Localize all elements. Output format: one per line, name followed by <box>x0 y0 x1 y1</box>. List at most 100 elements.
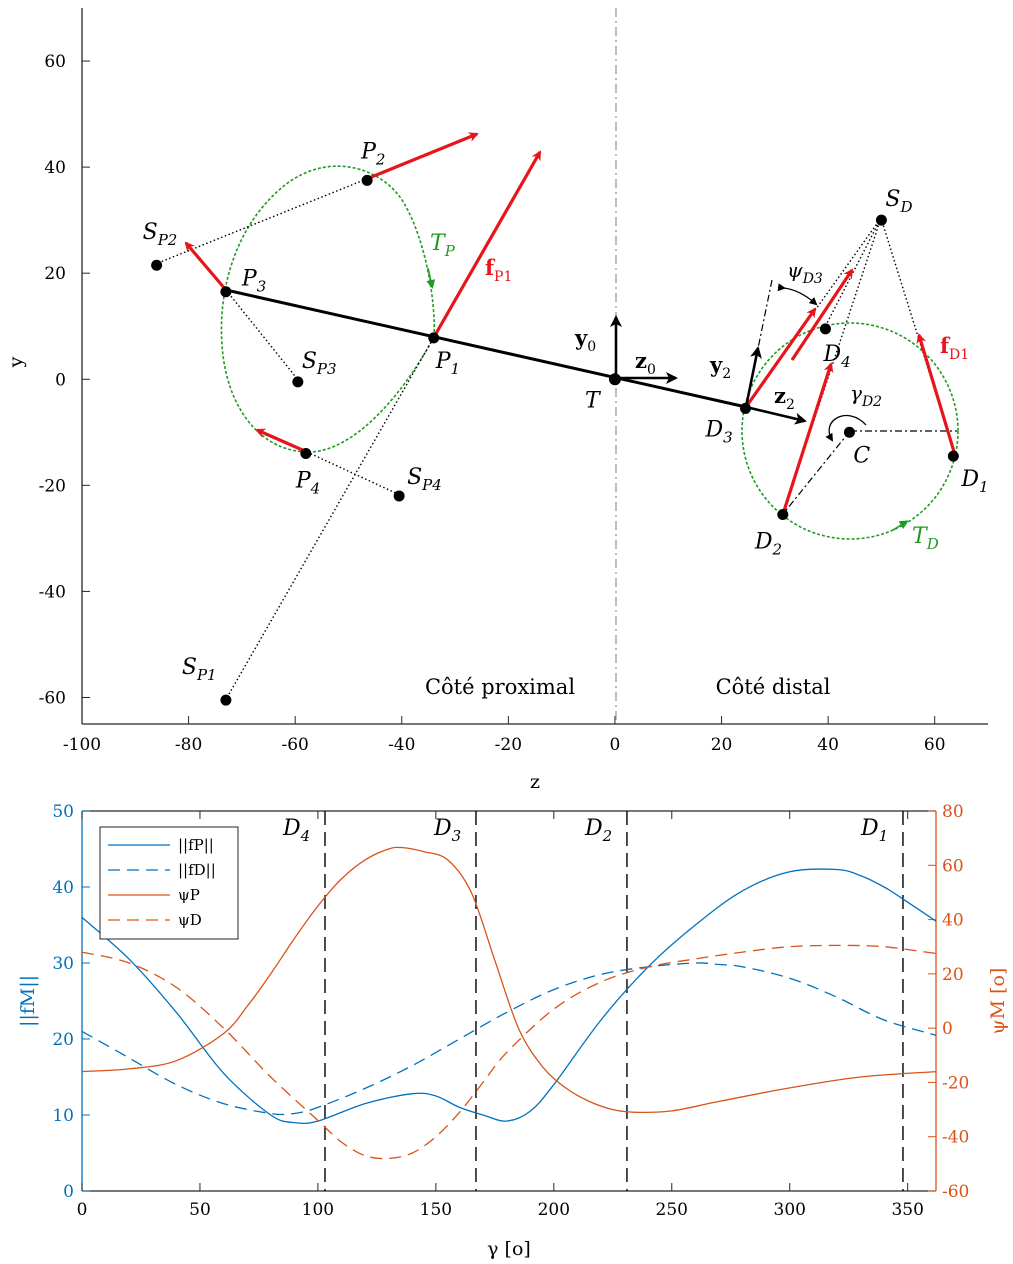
point-P2 <box>361 174 373 186</box>
frame-label-2: y2 <box>709 352 731 382</box>
label-P2: P2 <box>360 139 385 168</box>
psi-angle-arrow <box>777 283 818 306</box>
bottom-y2-axis-label: ψM [o] <box>987 968 1009 1035</box>
top-x-tick-label: -80 <box>175 735 202 755</box>
bottom-y2-tick-label: 80 <box>942 802 964 822</box>
frame-label-3: z2 <box>774 383 795 413</box>
label-P1: P1 <box>435 349 460 378</box>
bottom-y2-tick-label: -60 <box>942 1182 969 1202</box>
frame-arrows <box>610 315 807 425</box>
label-SP1: SP1 <box>182 655 217 684</box>
point-P1 <box>428 332 440 344</box>
vline-label-D3: D3 <box>433 816 461 845</box>
label-D3: D3 <box>705 417 733 446</box>
label-D4: D4 <box>822 342 850 371</box>
bottom-y-tick-label: 40 <box>52 878 74 898</box>
top-x-tick-label: 20 <box>711 735 733 755</box>
bottom-y2-tick-label: -20 <box>942 1073 969 1093</box>
top-points <box>151 174 959 706</box>
bottom-x-tick-label: 250 <box>656 1200 688 1220</box>
point-P4 <box>300 448 312 460</box>
region-label-proximal: Côté proximal <box>425 675 575 699</box>
point-D3 <box>740 402 752 414</box>
bottom-x-tick-label: 50 <box>189 1200 211 1220</box>
force-label-fP1: fP1 <box>485 255 512 285</box>
top-y-tick-label: -20 <box>39 476 66 496</box>
trajectory-label-TD: TD <box>912 524 939 553</box>
trajectory-distal <box>741 322 959 540</box>
top-y-axis-label: y <box>5 356 27 368</box>
top-x-tick-label: 40 <box>817 735 839 755</box>
top-x-tick-label: -20 <box>495 735 522 755</box>
bottom-y-tick-label: 30 <box>52 954 74 974</box>
label-D2: D2 <box>754 530 782 559</box>
gamma-angle-arrow <box>825 414 867 442</box>
top-y-tick-label: 60 <box>44 52 66 72</box>
bottom-y-tick-label: 0 <box>63 1182 74 1202</box>
legend-entry-0: ||fP|| <box>178 836 214 854</box>
point-P3 <box>220 286 232 298</box>
top-y-tick-label: -40 <box>39 582 66 602</box>
series-0 <box>81 868 937 1125</box>
series-1 <box>81 962 937 1116</box>
angle-label-gammaD2: γD2 <box>850 381 882 410</box>
top-y-tick-label: 40 <box>44 158 66 178</box>
label-D1: D1 <box>960 467 988 496</box>
bottom-vertical-lines: D4 D3 D2 D1 <box>282 811 904 1191</box>
series-2 <box>81 846 937 1114</box>
bottom-series <box>81 846 937 1160</box>
bottom-y2-tick-label: -40 <box>942 1128 969 1148</box>
point-SP3 <box>292 376 304 388</box>
top-x-axis-label: z <box>530 771 540 793</box>
bottom-x-tick-label: 150 <box>420 1200 452 1220</box>
bottom-y2-tick-label: 40 <box>942 911 964 931</box>
top-x-tick-label: -60 <box>281 735 308 755</box>
bottom-y2-tick-label: 20 <box>942 965 964 985</box>
force-arrows <box>184 132 957 515</box>
vline-label-D2: D2 <box>584 816 612 845</box>
top-y-tick-label: 20 <box>44 264 66 284</box>
region-label-distal: Côté distal <box>716 675 831 699</box>
platform-bar <box>225 288 747 409</box>
point-SD <box>875 214 887 226</box>
point-D2 <box>777 509 789 521</box>
bottom-y-tick-label: 20 <box>52 1030 74 1050</box>
trajectory-proximal-arrow <box>426 267 436 289</box>
frame-label-1: z0 <box>635 348 656 378</box>
vline-label-D4: D4 <box>282 816 310 845</box>
point-SP2 <box>151 259 163 271</box>
bottom-y2-tick-label: 60 <box>942 856 964 876</box>
bottom-y-tick-label: 10 <box>52 1106 74 1126</box>
point-T <box>608 373 621 386</box>
top-y-tick-label: -60 <box>39 688 66 708</box>
bottom-line-chart: 0 50 100 150 200 250 300 35001020304050-60-40-2… <box>17 802 1009 1260</box>
legend-entry-2: ψP <box>178 886 200 904</box>
vline-label-D1: D1 <box>860 816 888 845</box>
top-x-tick-label: -40 <box>388 735 415 755</box>
bottom-x-tick-label: 200 <box>538 1200 570 1220</box>
bottom-x-tick-label: 0 <box>77 1200 88 1220</box>
bottom-y-tick-label: 50 <box>52 802 74 822</box>
bottom-legend: ||fP|| ||fD|| ψP ψD <box>99 826 239 940</box>
top-x-tick-label: 0 <box>610 735 621 755</box>
top-x-tick-label: 60 <box>924 735 946 755</box>
bottom-y2-tick-label: 0 <box>942 1019 953 1039</box>
legend-entry-3: ψD <box>178 911 202 929</box>
label-P3: P3 <box>241 267 266 296</box>
trajectory-distal-arrow <box>892 520 909 531</box>
series-3 <box>81 944 937 1160</box>
label-SP3: SP3 <box>302 349 337 378</box>
label-SP4: SP4 <box>407 465 442 494</box>
trajectory-label-TP: TP <box>430 231 456 260</box>
label-C: C <box>853 443 870 468</box>
bottom-x-tick-label: 300 <box>774 1200 806 1220</box>
bottom-y-axis-label: ||fM|| <box>17 975 39 1027</box>
point-D4 <box>819 323 831 335</box>
point-D1 <box>947 450 959 462</box>
label-P4: P4 <box>295 469 320 498</box>
point-SP1 <box>220 694 232 706</box>
label-SD: SD <box>885 187 912 216</box>
label-SP2: SP2 <box>143 220 178 249</box>
